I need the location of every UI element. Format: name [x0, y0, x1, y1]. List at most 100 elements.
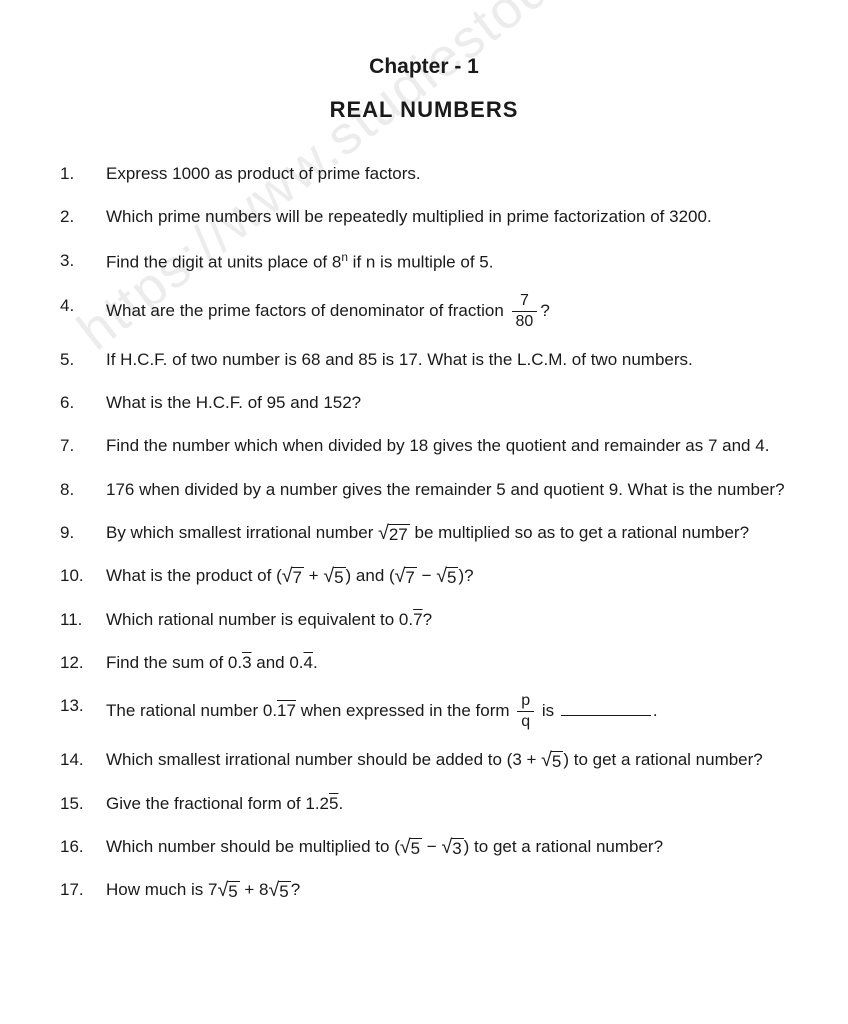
radical: √5	[436, 567, 458, 587]
q-text: Which smallest irrational number should …	[106, 747, 788, 773]
question-15: 15. Give the fractional form of 1.25.	[60, 791, 788, 817]
radical: √7	[395, 567, 417, 587]
question-5: 5. If H.C.F. of two number is 68 and 85 …	[60, 347, 788, 373]
radical: √5	[323, 567, 345, 587]
q-text: The rational number 0.17 when expressed …	[106, 693, 788, 730]
repeating-decimal: 17	[277, 701, 296, 720]
q-text: What is the H.C.F. of 95 and 152?	[106, 390, 788, 416]
q-number: 8.	[60, 477, 106, 503]
q-number: 13.	[60, 693, 106, 719]
chapter-title: REAL NUMBERS	[60, 97, 788, 123]
q-text: What are the prime factors of denominato…	[106, 293, 788, 330]
q-text-part: ?	[540, 301, 549, 320]
radical-arg: 27	[388, 524, 410, 543]
q-text-part: −	[422, 837, 441, 856]
q-number: 1.	[60, 161, 106, 187]
repeating-decimal: 4	[304, 653, 313, 672]
q-number: 2.	[60, 204, 106, 230]
q-text: By which smallest irrational number √27 …	[106, 520, 788, 546]
q-number: 11.	[60, 607, 106, 633]
q-number: 10.	[60, 563, 106, 589]
q-text-part: .	[653, 701, 658, 720]
q-text-part: )?	[458, 566, 473, 585]
q-text: How much is 7√5 + 8√5?	[106, 877, 788, 903]
fraction-numerator: 7	[512, 293, 538, 312]
fraction-numerator: p	[517, 693, 534, 712]
q-text-part: and 0.	[252, 653, 304, 672]
q-text-part: ?	[291, 880, 300, 899]
q-text: If H.C.F. of two number is 68 and 85 is …	[106, 347, 788, 373]
question-11: 11. Which rational number is equivalent …	[60, 607, 788, 633]
radical: √5	[541, 751, 563, 771]
fraction-denominator: 80	[512, 312, 538, 330]
q-text-part: if n is multiple of 5.	[348, 252, 494, 271]
q-text: 176 when divided by a number gives the r…	[106, 477, 788, 503]
question-6: 6. What is the H.C.F. of 95 and 152?	[60, 390, 788, 416]
q-text-part: Find the sum of 0.	[106, 653, 242, 672]
radical-arg: 5	[333, 567, 345, 586]
q-text-part: Give the fractional form of 1.2	[106, 794, 329, 813]
question-3: 3. Find the digit at units place of 8n i…	[60, 248, 788, 276]
q-text-part: be multiplied so as to get a rational nu…	[410, 523, 749, 542]
radical-arg: 3	[451, 838, 463, 857]
question-10: 10. What is the product of (√7 + √5) and…	[60, 563, 788, 589]
q-number: 5.	[60, 347, 106, 373]
q-text-part: ) to get a rational number?	[464, 837, 663, 856]
q-number: 14.	[60, 747, 106, 773]
q-text-part: What is the product of (	[106, 566, 282, 585]
q-text: Which number should be multiplied to (√5…	[106, 834, 788, 860]
q-number: 4.	[60, 293, 106, 319]
radical-arg: 5	[278, 881, 290, 900]
q-text: Give the fractional form of 1.25.	[106, 791, 788, 817]
q-text-part: +	[304, 566, 323, 585]
q-number: 6.	[60, 390, 106, 416]
radical-arg: 7	[291, 567, 303, 586]
q-text-part: By which smallest irrational number	[106, 523, 378, 542]
q-text: Which rational number is equivalent to 0…	[106, 607, 788, 633]
q-text-part: How much is 7	[106, 880, 217, 899]
question-7: 7. Find the number which when divided by…	[60, 433, 788, 459]
question-list: 1. Express 1000 as product of prime fact…	[60, 161, 788, 904]
q-text: Find the number which when divided by 18…	[106, 433, 788, 459]
question-16: 16. Which number should be multiplied to…	[60, 834, 788, 860]
question-8: 8. 176 when divided by a number gives th…	[60, 477, 788, 503]
radical: √5	[217, 881, 239, 901]
radical: √7	[282, 567, 304, 587]
q-text-part: .	[338, 794, 343, 813]
q-number: 9.	[60, 520, 106, 546]
q-text-part: Which rational number is equivalent to 0…	[106, 610, 413, 629]
q-text: Express 1000 as product of prime factors…	[106, 161, 788, 187]
q-number: 3.	[60, 248, 106, 274]
q-number: 12.	[60, 650, 106, 676]
q-text-part: ) and (	[346, 566, 395, 585]
q-number: 7.	[60, 433, 106, 459]
q-text-part: What are the prime factors of denominato…	[106, 301, 509, 320]
radical: √27	[378, 524, 410, 544]
fill-blank	[561, 699, 651, 716]
q-text-part: .	[313, 653, 318, 672]
question-14: 14. Which smallest irrational number sho…	[60, 747, 788, 773]
repeating-decimal: 7	[413, 610, 422, 629]
radical-arg: 5	[446, 567, 458, 586]
q-text-part: Which smallest irrational number should …	[106, 750, 541, 769]
q-text-part: The rational number 0.	[106, 701, 277, 720]
question-17: 17. How much is 7√5 + 8√5?	[60, 877, 788, 903]
q-text-part: when expressed in the form	[296, 701, 514, 720]
question-12: 12. Find the sum of 0.3 and 0.4.	[60, 650, 788, 676]
fraction: pq	[517, 693, 534, 730]
q-number: 15.	[60, 791, 106, 817]
question-13: 13. The rational number 0.17 when expres…	[60, 693, 788, 730]
q-text-part: is	[537, 701, 559, 720]
q-text-part: ) to get a rational number?	[563, 750, 762, 769]
q-text-part: −	[417, 566, 436, 585]
radical: √5	[269, 881, 291, 901]
question-1: 1. Express 1000 as product of prime fact…	[60, 161, 788, 187]
q-number: 16.	[60, 834, 106, 860]
radical: √5	[400, 838, 422, 858]
q-text: Which prime numbers will be repeatedly m…	[106, 204, 788, 230]
q-text: What is the product of (√7 + √5) and (√7…	[106, 563, 788, 589]
q-text-part: Which number should be multiplied to (	[106, 837, 400, 856]
q-text: Find the digit at units place of 8n if n…	[106, 248, 788, 276]
radical-arg: 5	[551, 751, 563, 770]
chapter-label: Chapter - 1	[60, 55, 788, 79]
